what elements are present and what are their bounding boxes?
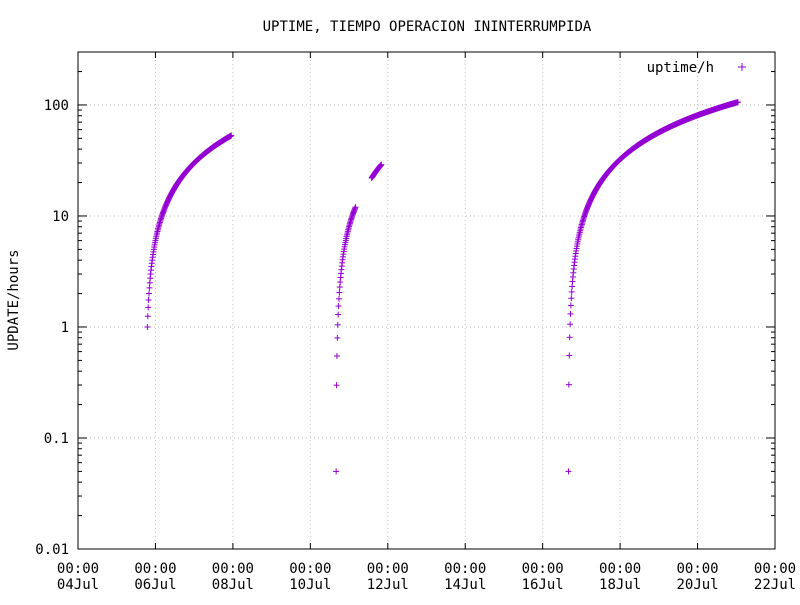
x-tick-label-time: 00:00 bbox=[444, 561, 486, 577]
legend-marker bbox=[738, 63, 746, 71]
x-tick-label-time: 00:00 bbox=[289, 561, 331, 577]
x-tick-label-time: 00:00 bbox=[599, 561, 641, 577]
data-point bbox=[568, 288, 575, 295]
data-point bbox=[335, 311, 342, 318]
x-tick-label-time: 00:00 bbox=[367, 561, 409, 577]
data-point bbox=[567, 302, 574, 309]
x-tick-label-time: 00:00 bbox=[676, 561, 718, 577]
data-point bbox=[335, 295, 342, 302]
data-point bbox=[334, 321, 341, 328]
data-point bbox=[566, 352, 573, 359]
legend: uptime/h bbox=[647, 60, 746, 76]
data-point bbox=[565, 381, 572, 388]
data-point bbox=[335, 303, 342, 310]
y-tick-label: 100 bbox=[44, 98, 69, 114]
x-tick-label-date: 18Jul bbox=[599, 577, 641, 593]
x-tick-label-date: 22Jul bbox=[754, 577, 796, 593]
data-point bbox=[378, 161, 385, 168]
y-axis-label: UPDATE/hours bbox=[6, 249, 22, 350]
y-tick-label: 10 bbox=[52, 209, 69, 225]
grid bbox=[78, 52, 775, 549]
data-point bbox=[333, 382, 340, 389]
x-tick-label-date: 08Jul bbox=[212, 577, 254, 593]
x-tick-label-date: 04Jul bbox=[57, 577, 99, 593]
x-tick-label-time: 00:00 bbox=[212, 561, 254, 577]
x-tick-label-date: 12Jul bbox=[367, 577, 409, 593]
x-tick-label-time: 00:00 bbox=[134, 561, 176, 577]
chart-title: UPTIME, TIEMPO OPERACION ININTERRUMPIDA bbox=[263, 19, 592, 35]
plot-frame bbox=[77, 51, 776, 550]
x-tick-label-time: 00:00 bbox=[57, 561, 99, 577]
x-tick-label-date: 16Jul bbox=[522, 577, 564, 593]
data-point bbox=[336, 289, 343, 296]
x-tick-label-time: 00:00 bbox=[522, 561, 564, 577]
data-point bbox=[333, 468, 340, 475]
data-point bbox=[228, 132, 235, 139]
data-point bbox=[567, 321, 574, 328]
data-point bbox=[568, 295, 575, 302]
axes: 00:0004Jul00:0006Jul00:0008Jul00:0010Jul… bbox=[35, 52, 796, 593]
x-tick-label-date: 10Jul bbox=[289, 577, 331, 593]
x-tick-label-time: 00:00 bbox=[754, 561, 796, 577]
y-tick-label: 0.1 bbox=[44, 431, 69, 447]
data-point bbox=[566, 334, 573, 341]
y-tick-label: 1 bbox=[61, 320, 69, 336]
x-tick-label-date: 20Jul bbox=[676, 577, 718, 593]
y-tick-label: 0.01 bbox=[35, 542, 69, 558]
data-point bbox=[144, 313, 151, 320]
data-point bbox=[334, 334, 341, 341]
data-point bbox=[567, 310, 574, 317]
data-point bbox=[145, 304, 152, 311]
data-point bbox=[565, 468, 572, 475]
x-tick-label-date: 14Jul bbox=[444, 577, 486, 593]
data-point bbox=[146, 284, 153, 291]
data-point bbox=[144, 323, 151, 330]
data-point bbox=[333, 352, 340, 359]
data-point bbox=[145, 297, 152, 304]
data-points bbox=[144, 99, 741, 475]
data-point bbox=[734, 99, 741, 106]
data-point bbox=[352, 204, 359, 211]
legend-label: uptime/h bbox=[647, 60, 714, 76]
x-tick-label-date: 06Jul bbox=[134, 577, 176, 593]
data-point bbox=[145, 290, 152, 297]
